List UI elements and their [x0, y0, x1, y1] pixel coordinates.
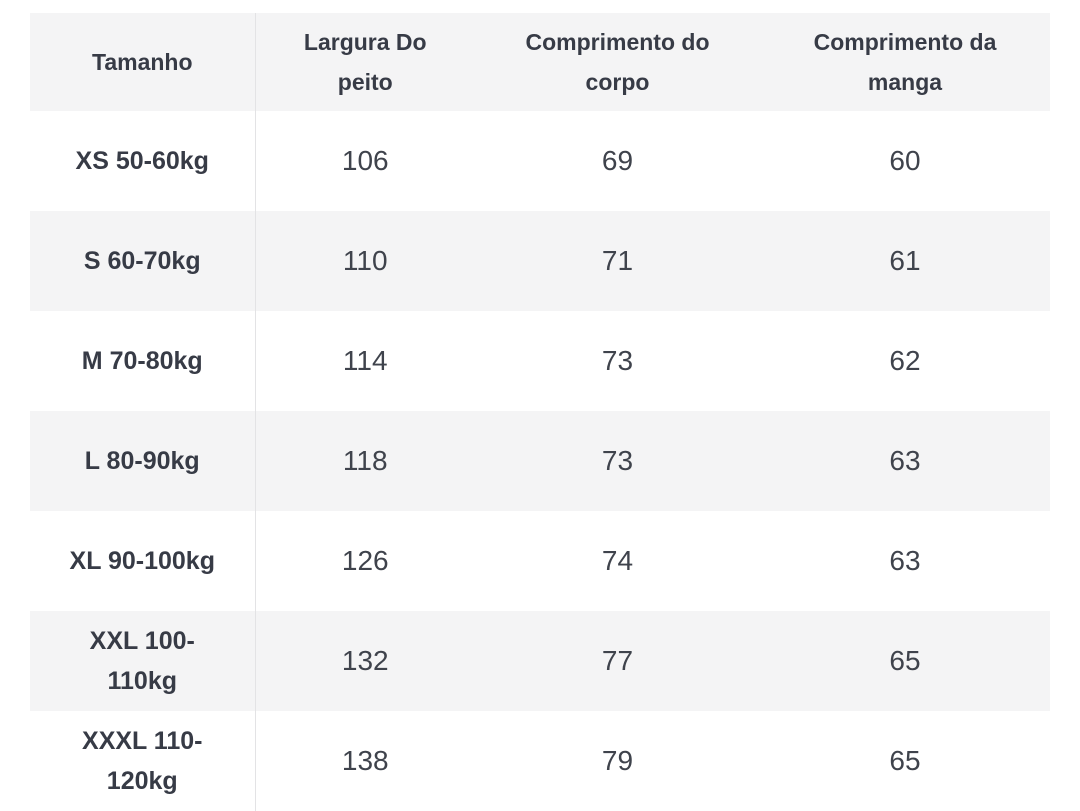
size-cell: M 70-80kg	[30, 311, 256, 411]
body-length-cell: 77	[475, 611, 760, 711]
sleeve-length-cell: 62	[889, 345, 921, 376]
sleeve-length-cell: 60	[889, 145, 921, 176]
chest-width-cell: 114	[342, 345, 388, 376]
sleeve-length-cell: 63	[889, 545, 921, 576]
body-length-cell: 71	[475, 211, 760, 311]
size-chart-body: XS 50-60kg 106 69 60 S 60-70kg 110 71 61…	[30, 111, 1050, 811]
chest-width-cell: 110	[255, 211, 475, 311]
col-header-comprimento-corpo: Comprimento do corpo	[475, 13, 760, 111]
table-row-xs: XS 50-60kg 106 69 60	[30, 111, 1050, 211]
size-cell: L 80-90kg	[30, 411, 256, 511]
sleeve-length-cell: 65	[889, 745, 921, 776]
size-chart-header: Tamanho Largura Do peito Comprimento do …	[30, 13, 1050, 111]
col-header-largura-peito: Largura Do peito	[255, 13, 475, 111]
table-row-l: L 80-90kg 118 73 63	[30, 411, 1050, 511]
table-row-s: S 60-70kg 110 71 61	[30, 211, 1050, 311]
table-row-m: M 70-80kg 114 73 62	[30, 311, 1050, 411]
body-length-cell: 73	[601, 345, 634, 376]
chest-width-cell: 106	[341, 145, 389, 176]
body-length-cell: 69	[601, 145, 634, 176]
sleeve-length-cell: 61	[760, 211, 1050, 311]
body-length-cell: 79	[601, 745, 634, 776]
size-chart: Tamanho Largura Do peito Comprimento do …	[30, 13, 1050, 811]
body-length-cell: 73	[475, 411, 760, 511]
chest-width-cell: 138	[341, 745, 389, 776]
sleeve-length-cell: 65	[760, 611, 1050, 711]
size-cell: XXL 100-110kg	[30, 611, 256, 711]
chest-width-cell: 126	[341, 545, 389, 576]
table-row-xl: XL 90-100kg 126 74 63	[30, 511, 1050, 611]
chest-width-cell: 132	[255, 611, 475, 711]
size-cell: S 60-70kg	[30, 211, 256, 311]
size-chart-table: Tamanho Largura Do peito Comprimento do …	[30, 13, 1050, 811]
chest-width-cell: 118	[255, 411, 475, 511]
size-cell: XXXL 110-120kg	[30, 711, 256, 811]
col-header-tamanho: Tamanho	[30, 13, 256, 111]
header-row: Tamanho Largura Do peito Comprimento do …	[30, 13, 1050, 111]
table-row-xxl: XXL 100-110kg 132 77 65	[30, 611, 1050, 711]
body-length-cell: 74	[601, 545, 634, 576]
table-row-xxxl: XXXL 110-120kg 138 79 65	[30, 711, 1050, 811]
size-cell: XS 50-60kg	[30, 111, 256, 211]
sleeve-length-cell: 63	[760, 411, 1050, 511]
size-cell: XL 90-100kg	[30, 511, 256, 611]
col-header-comprimento-manga: Comprimento da manga	[760, 13, 1050, 111]
